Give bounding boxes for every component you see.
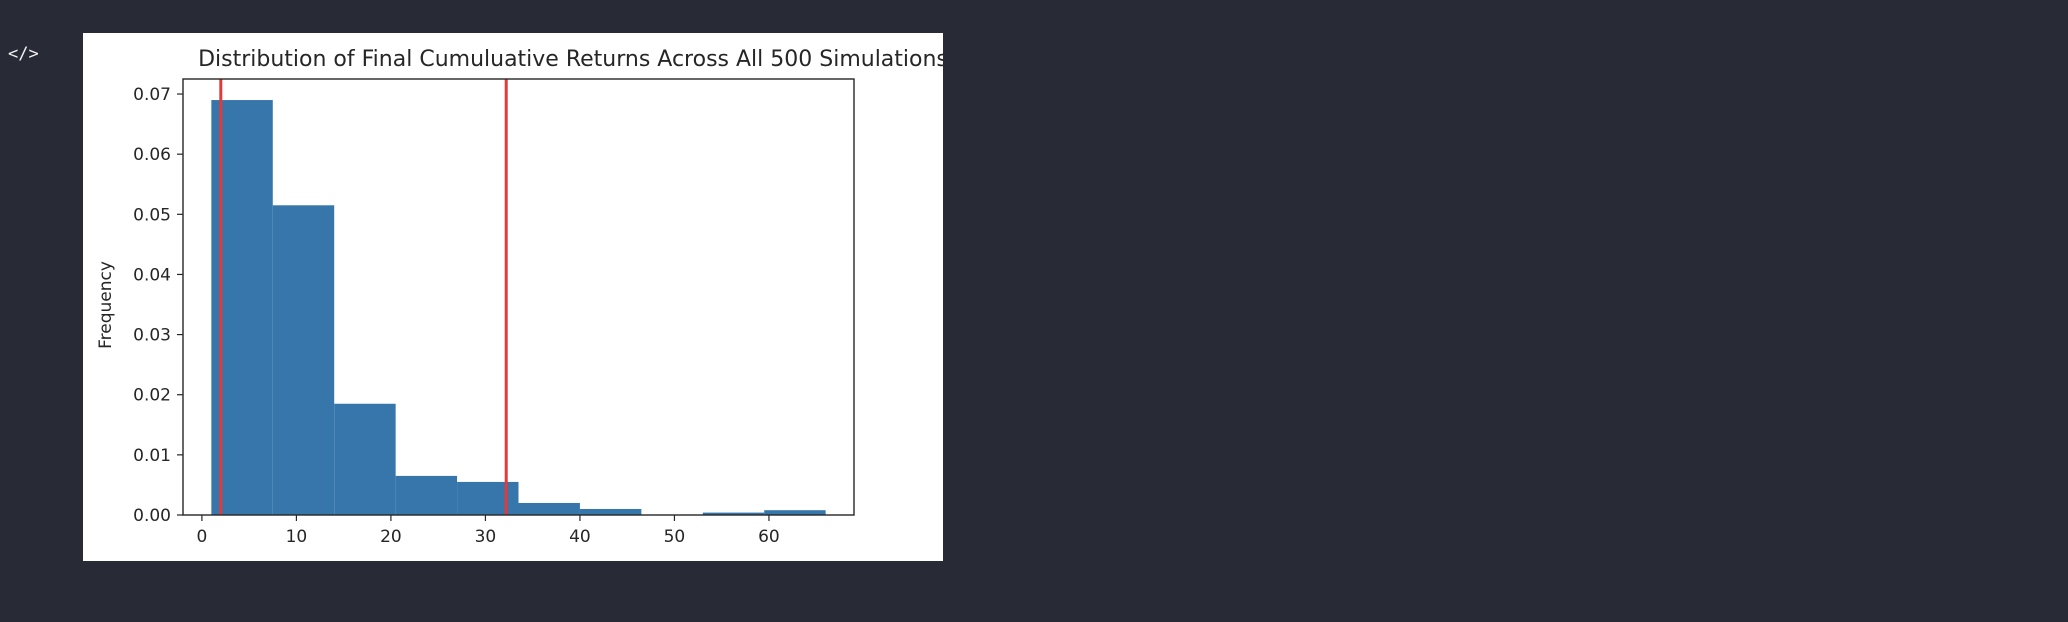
percentile-lines: [219, 79, 508, 515]
histogram-bar-6: [579, 508, 642, 515]
y-tick-label: 0.06: [133, 145, 171, 165]
chart-output-panel: Distribution of Final Cumuluative Return…: [83, 33, 943, 561]
x-tick-label: 20: [380, 527, 402, 547]
y-tick-label: 0.02: [133, 386, 171, 406]
x-tick-label: 50: [664, 527, 686, 547]
histogram-bar-5: [518, 502, 580, 515]
code-toggle-icon[interactable]: </>: [8, 44, 39, 64]
chart-title: Distribution of Final Cumuluative Return…: [198, 47, 943, 72]
y-tick-label: 0.03: [133, 326, 171, 346]
plot-frame: [182, 78, 855, 516]
y-axis: 0.00 0.01 0.02 0.03 0.04 0.05 0.06 0.07: [133, 85, 183, 526]
y-tick-label: 0.04: [133, 265, 171, 285]
y-tick-label: 0.00: [133, 506, 171, 526]
bars-layer: [211, 100, 826, 515]
histogram-chart: Distribution of Final Cumuluative Return…: [96, 47, 943, 547]
histogram-bar-8: [702, 512, 765, 515]
histogram-bar-4: [457, 481, 519, 515]
y-tick-label: 0.07: [133, 85, 171, 105]
histogram-bar-2: [334, 403, 396, 515]
x-tick-label: 30: [475, 527, 497, 547]
y-tick-label: 0.01: [133, 446, 171, 466]
y-axis-label: Frequency: [96, 261, 116, 349]
x-axis: 0 10 20 30 40 50 60: [196, 515, 780, 547]
histogram-bar-3: [395, 475, 458, 515]
histogram-bar-1: [272, 205, 335, 515]
histogram-bar-9: [764, 510, 826, 515]
x-tick-label: 0: [196, 527, 207, 547]
y-tick-label: 0.05: [133, 205, 171, 225]
x-tick-label: 10: [286, 527, 308, 547]
x-tick-label: 40: [569, 527, 591, 547]
x-tick-label: 60: [758, 527, 780, 547]
